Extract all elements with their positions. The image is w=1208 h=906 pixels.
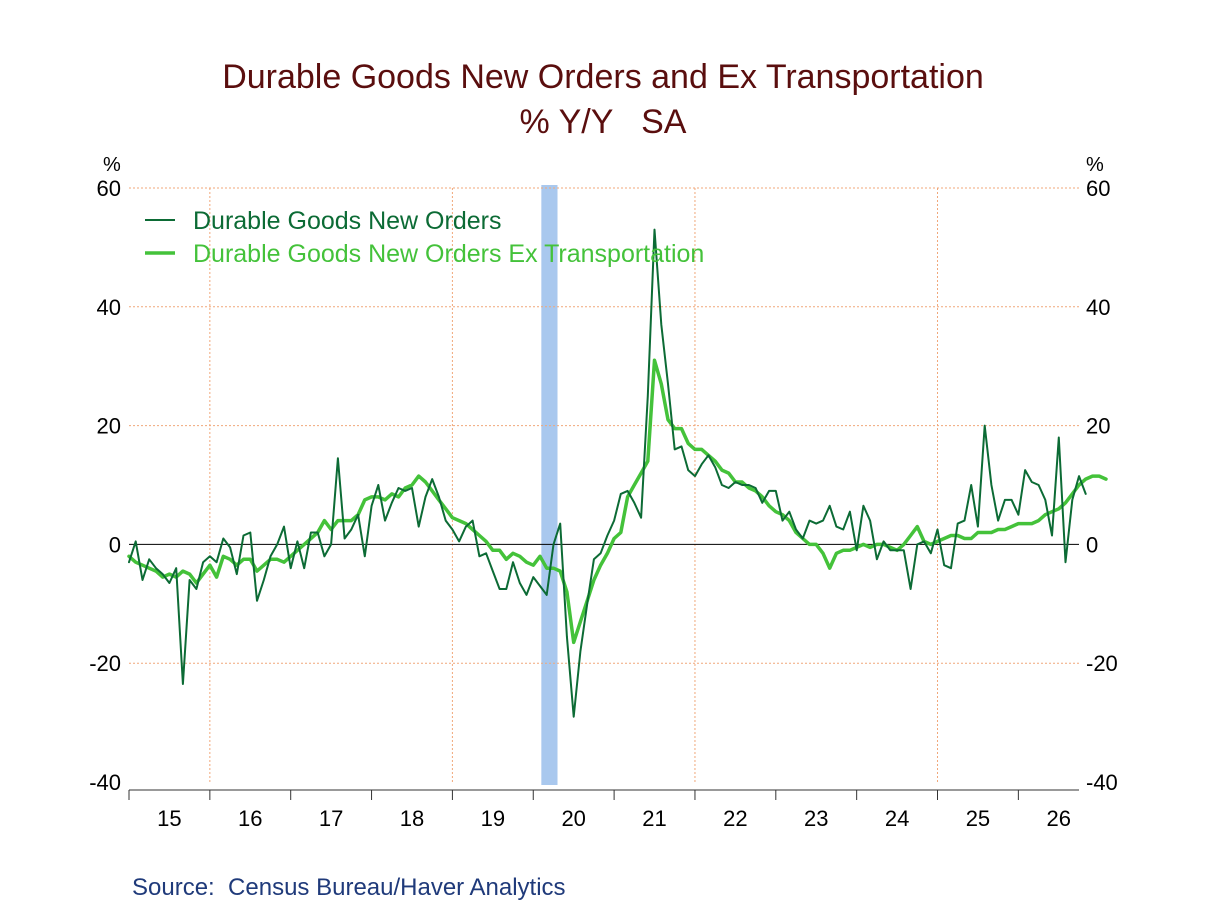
x-tick-label: 15 xyxy=(157,806,181,831)
recession-band-layer xyxy=(541,185,558,785)
y-tick-label-right: 40 xyxy=(1086,295,1110,320)
legend-label: Durable Goods New Orders Ex Transportati… xyxy=(193,240,704,268)
y-tick-label-left: -40 xyxy=(89,770,121,795)
x-tick-label: 23 xyxy=(804,806,828,831)
series-line-ex-transportation xyxy=(127,358,1108,645)
x-tick-label: 25 xyxy=(966,806,990,831)
x-tick-label: 26 xyxy=(1047,806,1071,831)
y-axis-right-unit: % xyxy=(1086,154,1104,176)
y-tick-label-left: 0 xyxy=(109,532,121,557)
legend: Durable Goods New Orders Durable Goods Ne… xyxy=(145,207,704,268)
y-tick-label-right: -20 xyxy=(1086,651,1118,676)
legend-label: Durable Goods New Orders xyxy=(193,207,501,235)
x-tick-label: 22 xyxy=(723,806,747,831)
y-axis-left-unit: % xyxy=(103,154,121,176)
y-tick-label-left: 40 xyxy=(97,295,121,320)
axis-layer: 60 60 40 40 20 20 0 0 -20 -20 -40 -40 15 16 17 18 19 20 21… xyxy=(89,176,1118,831)
x-tick-label: 18 xyxy=(400,806,424,831)
grid-layer xyxy=(129,187,1079,782)
y-tick-label-left: -20 xyxy=(89,651,121,676)
y-tick-label-right: 0 xyxy=(1086,532,1098,557)
x-tick-label: 24 xyxy=(885,806,909,831)
source-note: Source: Census Bureau/Haver Analytics xyxy=(132,874,566,901)
series-layer xyxy=(127,228,1108,718)
recession-band xyxy=(541,185,558,785)
y-tick-label-right: -40 xyxy=(1086,770,1118,795)
x-tick-label: 21 xyxy=(642,806,666,831)
chart-title: Durable Goods New Orders and Ex Transpor… xyxy=(222,58,984,96)
y-tick-label-right: 20 xyxy=(1086,414,1110,439)
x-tick-label: 17 xyxy=(319,806,343,831)
y-tick-label-right: 60 xyxy=(1086,176,1110,201)
chart-subtitle: % Y/Y SA xyxy=(520,103,687,141)
y-tick-label-left: 20 xyxy=(97,414,121,439)
x-tick-label: 20 xyxy=(561,806,585,831)
x-tick-label: 19 xyxy=(481,806,505,831)
series-line-durable-goods xyxy=(128,228,1087,718)
x-tick-label: 16 xyxy=(238,806,262,831)
y-tick-label-left: 60 xyxy=(97,176,121,201)
